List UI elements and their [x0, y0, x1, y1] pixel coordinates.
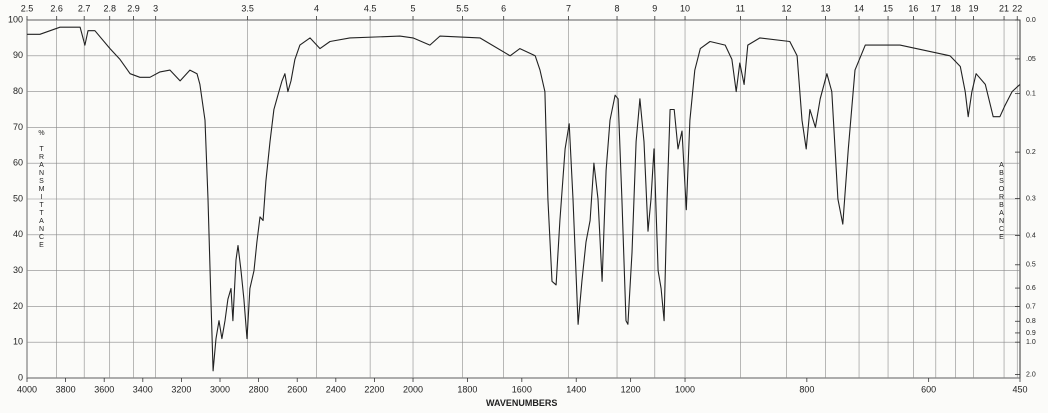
x2-tick-label: 17 — [931, 3, 941, 13]
x2-tick-label: 3 — [153, 3, 158, 13]
x2-tick-label: 6 — [501, 3, 506, 13]
x2-tick-label: 3.5 — [241, 3, 254, 13]
x2-tick-label: 2.7 — [78, 3, 91, 13]
x-tick-label: 2200 — [364, 384, 384, 394]
y2-tick-label: 0.2 — [1026, 149, 1036, 156]
y-tick-label: 20 — [13, 301, 23, 311]
x-tick-label: 2800 — [249, 384, 269, 394]
x-tick-label: 3600 — [94, 384, 114, 394]
x-tick-label: 2600 — [287, 384, 307, 394]
y-tick-label: 70 — [13, 122, 23, 132]
x2-tick-label: 8 — [615, 3, 620, 13]
x-tick-label: 450 — [1012, 384, 1027, 394]
x-axis-label: WAVENUMBERS — [486, 398, 558, 408]
x2-tick-label: 2.6 — [50, 3, 63, 13]
y-tick-label: 50 — [13, 193, 23, 203]
x-tick-label: 2000 — [403, 384, 423, 394]
x2-tick-label: 19 — [969, 3, 979, 13]
x2-tick-label: 2.5 — [21, 3, 34, 13]
y2-tick-label: 0.4 — [1026, 232, 1036, 239]
y-tick-label: 10 — [13, 337, 23, 347]
x-tick-label: 1400 — [566, 384, 586, 394]
y-tick-label: 60 — [13, 158, 23, 168]
x-tick-label: 4000 — [17, 384, 37, 394]
x-tick-label: 1600 — [512, 384, 532, 394]
x-tick-label: 800 — [799, 384, 814, 394]
y-tick-label: 30 — [13, 265, 23, 275]
y-tick-label: 0 — [18, 372, 23, 382]
x2-tick-label: 13 — [821, 3, 831, 13]
x2-tick-label: 9 — [652, 3, 657, 13]
x2-tick-label: 21 — [999, 3, 1009, 13]
x2-tick-label: 4 — [314, 3, 319, 13]
x2-tick-label: 5 — [411, 3, 416, 13]
x-tick-label: 600 — [921, 384, 936, 394]
x2-tick-label: 5.5 — [456, 3, 469, 13]
x2-tick-label: 2.9 — [127, 3, 140, 13]
y2-tick-label: 0.5 — [1026, 262, 1036, 269]
x-tick-label: 3000 — [210, 384, 230, 394]
x2-tick-label: 10 — [680, 3, 690, 13]
x-tick-label: 3400 — [133, 384, 153, 394]
y2-axis-label: ABSORBANCE — [998, 162, 1005, 242]
y2-tick-label: 2.0 — [1026, 371, 1036, 378]
x-tick-label: 1800 — [457, 384, 477, 394]
x2-tick-label: 16 — [908, 3, 918, 13]
x2-tick-label: 2.8 — [103, 3, 116, 13]
y2-tick-label: 1.0 — [1026, 339, 1036, 346]
x-tick-label: 3200 — [171, 384, 191, 394]
y2-tick-label: 0.8 — [1026, 318, 1036, 325]
x-tick-label: 1200 — [621, 384, 641, 394]
x2-tick-label: 22 — [1012, 3, 1022, 13]
y-tick-label: 100 — [8, 14, 23, 24]
y2-tick-label: .05 — [1026, 56, 1036, 63]
x-tick-label: 3800 — [56, 384, 76, 394]
y-tick-label: 80 — [13, 86, 23, 96]
spectrum-line — [27, 26, 1021, 372]
y2-tick-label: 0.0 — [1026, 17, 1036, 24]
x-tick-label: 2400 — [326, 384, 346, 394]
y2-tick-label: 0.6 — [1026, 285, 1036, 292]
x2-tick-label: 15 — [883, 3, 893, 13]
x2-tick-label: 7 — [566, 3, 571, 13]
y2-tick-label: 0.3 — [1026, 195, 1036, 202]
x2-tick-label: 4.5 — [364, 3, 377, 13]
x2-tick-label: 12 — [782, 3, 792, 13]
y2-tick-label: 0.1 — [1026, 90, 1036, 97]
y2-tick-label: 0.7 — [1026, 303, 1036, 310]
y-tick-label: 40 — [13, 229, 23, 239]
y2-tick-label: 0.9 — [1026, 330, 1036, 337]
y-axis-label: % TRANSMITTANCE — [38, 130, 45, 250]
x2-tick-label: 11 — [736, 3, 745, 13]
x2-tick-label: 14 — [854, 3, 864, 13]
x-tick-label: 1000 — [675, 384, 695, 394]
x2-tick-label: 18 — [951, 3, 961, 13]
y-tick-label: 90 — [13, 50, 23, 60]
